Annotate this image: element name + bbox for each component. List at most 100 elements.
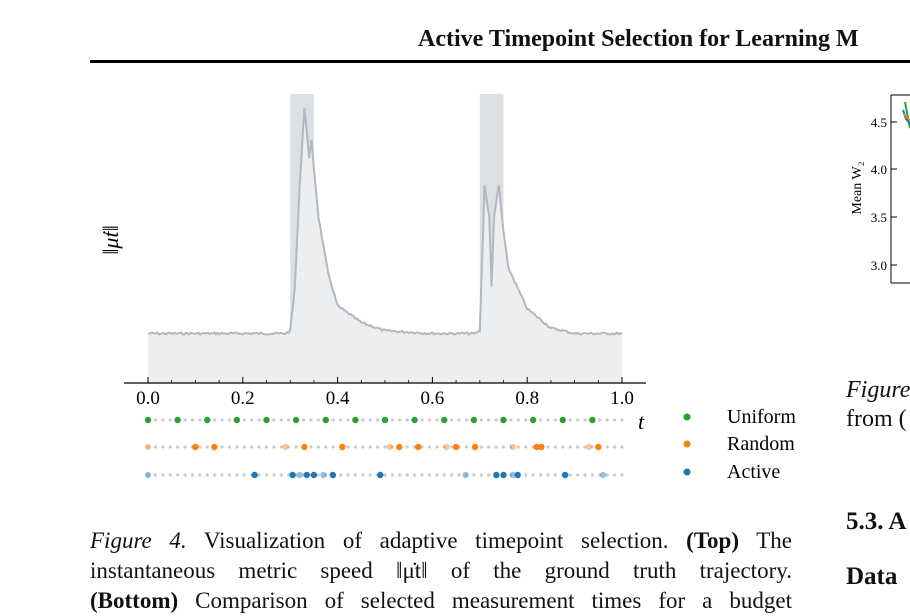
grid-dot	[583, 473, 587, 477]
grid-dot	[605, 473, 609, 477]
grid-dot	[479, 473, 483, 477]
grid-dot	[213, 418, 217, 422]
legend-label-active: Active	[727, 461, 780, 483]
right-y-label: Mean W₂	[850, 161, 865, 214]
grid-dot	[368, 418, 372, 422]
grid-dot	[176, 473, 180, 477]
grid-dot	[531, 473, 535, 477]
grid-dot	[198, 473, 202, 477]
running-header: Active Timepoint Selection for Learning …	[418, 26, 859, 52]
uniform-selected-point	[204, 416, 211, 424]
grid-dot	[620, 418, 624, 422]
grid-dot	[183, 445, 187, 449]
grid-dot	[346, 445, 350, 449]
active-selected-point	[296, 471, 303, 479]
grid-dot	[575, 445, 580, 449]
active-selected-point	[251, 471, 258, 479]
random-selected-point	[282, 443, 289, 451]
grid-dot	[250, 445, 254, 449]
grid-dot	[546, 473, 550, 477]
grid-dot	[161, 473, 165, 477]
grid-dot	[568, 418, 572, 422]
grid-dot	[316, 418, 320, 422]
grid-dot	[168, 473, 172, 477]
grid-dot	[324, 445, 328, 449]
random-selected-point	[452, 443, 460, 451]
grid-dot	[546, 418, 550, 422]
grid-dot	[612, 473, 617, 477]
grid-dot	[309, 418, 313, 422]
legend-label-random: Random	[727, 433, 795, 455]
uniform-selected-point	[559, 416, 566, 424]
grid-dot	[176, 445, 180, 449]
grid-dot	[583, 418, 587, 422]
random-selected-point	[533, 443, 540, 451]
grid-dot	[368, 473, 372, 477]
grid-dot	[620, 445, 624, 449]
grid-dot	[568, 445, 572, 449]
random-selected-point	[414, 443, 422, 451]
right-curve-c	[903, 113, 910, 121]
grid-dot	[464, 418, 469, 422]
grid-dot	[294, 445, 298, 449]
grid-dot	[346, 473, 350, 477]
header-rule	[90, 60, 910, 63]
grid-dot	[612, 418, 617, 422]
grid-dot	[353, 445, 357, 449]
x-tick-label: 0.4	[326, 388, 350, 409]
grid-dot	[361, 445, 365, 449]
grid-dot	[494, 445, 498, 449]
grid-dot	[524, 418, 528, 422]
grid-dot	[561, 445, 565, 449]
grid-dot	[279, 473, 283, 477]
grid-dot	[227, 473, 232, 477]
grid-dot	[205, 473, 209, 477]
uniform-selected-point	[233, 416, 241, 424]
grid-dot	[413, 473, 417, 477]
active-selected-point	[500, 471, 507, 479]
random-selected-point	[471, 443, 479, 451]
grid-dot	[383, 445, 387, 449]
random-selected-point	[301, 443, 308, 451]
grid-dot	[575, 473, 580, 477]
right-caption-text: from (	[846, 406, 907, 432]
grid-dot	[250, 418, 254, 422]
grid-dot	[227, 445, 232, 449]
subsection-heading: Data	[846, 563, 898, 590]
grid-dot	[338, 418, 343, 422]
grid-dot	[390, 473, 395, 477]
grid-dot	[420, 418, 424, 422]
grid-dot	[457, 473, 461, 477]
active-selected-point	[289, 471, 296, 479]
grid-dot	[272, 445, 276, 449]
active-selected-point	[320, 471, 327, 479]
grid-dot	[235, 445, 239, 449]
uniform-selected-point	[411, 416, 418, 424]
grid-dot	[620, 473, 624, 477]
grid-dot	[242, 445, 246, 449]
grid-dot	[598, 473, 602, 477]
uniform-selected-point	[441, 416, 448, 424]
grid-dot	[190, 473, 195, 477]
grid-dot	[324, 473, 328, 477]
grid-dot	[361, 418, 365, 422]
grid-dot	[590, 473, 594, 477]
grid-dot	[405, 473, 409, 477]
right-y-tick-label: 3.5	[871, 210, 887, 225]
right-curve-b	[902, 109, 910, 125]
uniform-selected-point	[263, 416, 270, 424]
active-selected-point	[377, 471, 384, 479]
grid-dot	[168, 418, 172, 422]
grid-dot	[524, 445, 528, 449]
grid-dot	[450, 473, 454, 477]
grid-dot	[153, 418, 158, 422]
figure-caption: Figure 4. Visualization of adaptive time…	[90, 528, 793, 613]
grid-dot	[494, 418, 498, 422]
random-selected-point	[339, 443, 346, 451]
figure-4-chart: 0.0 0.2 0.4 0.6 0.8 1.0 ‖μ̇t‖ t Uniform Random…	[98, 94, 910, 483]
grid-dot	[198, 418, 202, 422]
grid-dot	[338, 473, 343, 477]
uniform-selected-point	[500, 416, 507, 424]
grid-dot	[368, 445, 372, 449]
grid-dot	[183, 418, 187, 422]
